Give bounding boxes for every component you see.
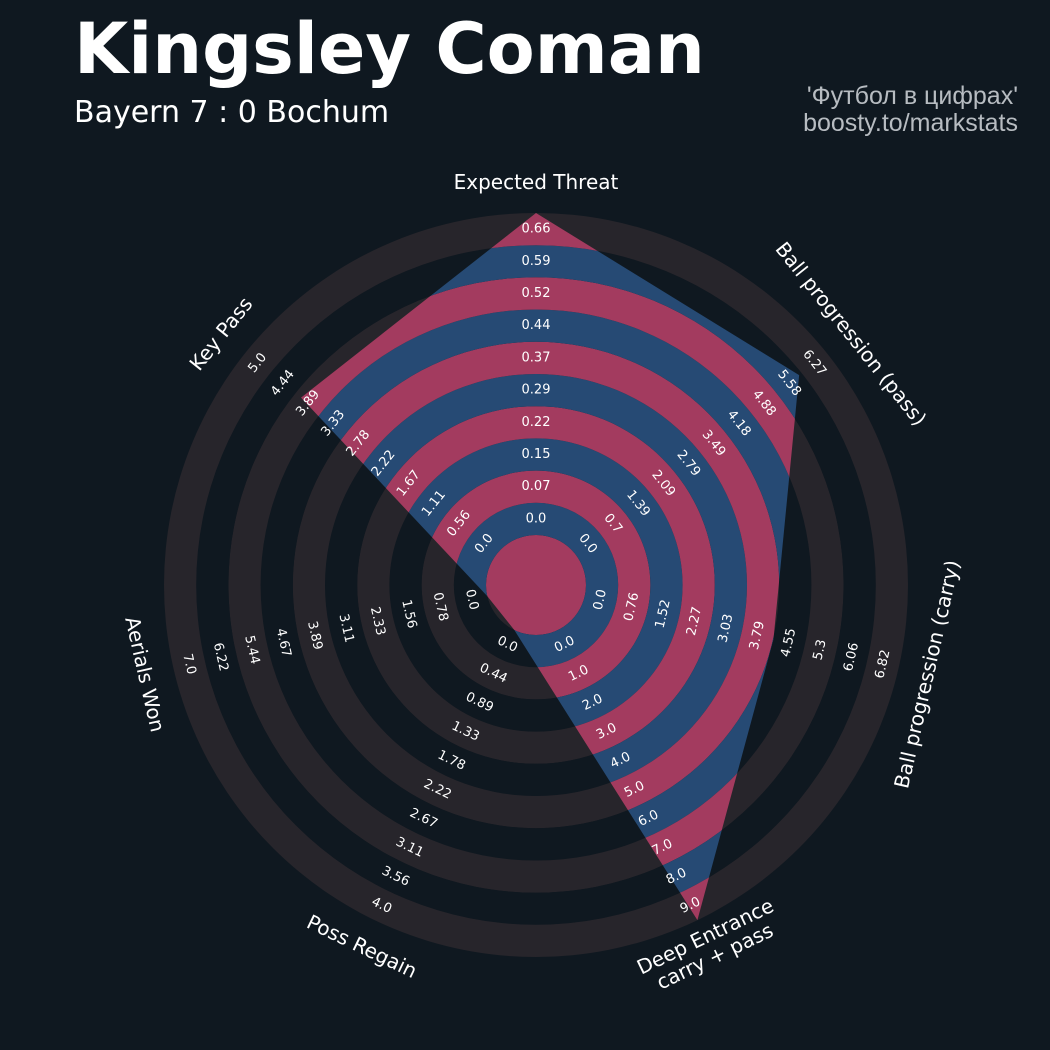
tick-label-axis5-0: 0.0 [462, 588, 481, 612]
tick-label-axis2-8: 6.06 [841, 641, 862, 673]
chart-title: Kingsley Coman [74, 8, 705, 90]
tick-label-axis2-4: 3.03 [715, 613, 736, 645]
tick-label-axis2-3: 2.27 [684, 605, 705, 637]
tick-label-axis2-2: 1.52 [653, 598, 674, 630]
tick-label-axis5-4: 3.11 [335, 613, 356, 645]
chart-subtitle: Bayern 7 : 0 Bochum [74, 95, 390, 130]
tick-label-axis0-0: 0.0 [526, 511, 547, 526]
tick-label-axis0-1: 0.07 [522, 479, 551, 494]
tick-label-axis0-3: 0.22 [522, 415, 551, 430]
tick-label-axis0-4: 0.29 [522, 383, 551, 398]
credit-line-2: boosty.to/markstats [803, 109, 1018, 137]
tick-label-axis2-9: 6.82 [872, 648, 893, 680]
axis-label-5: Aerials Won [120, 614, 170, 734]
tick-label-axis0-5: 0.37 [522, 350, 551, 365]
tick-label-axis2-6: 4.55 [778, 627, 799, 659]
tick-label-axis0-6: 0.44 [522, 318, 551, 333]
value-band-center [486, 535, 586, 635]
tick-label-axis5-6: 4.67 [273, 627, 294, 659]
tick-label-axis0-9: 0.66 [522, 222, 551, 237]
tick-label-axis0-2: 0.15 [522, 447, 551, 462]
tick-label-axis5-9: 7.0 [179, 652, 198, 676]
tick-label-axis5-5: 3.89 [304, 620, 325, 652]
tick-label-axis5-3: 2.33 [367, 605, 388, 637]
tick-label-axis5-8: 6.22 [210, 641, 231, 673]
tick-label-axis5-7: 5.44 [241, 634, 262, 666]
tick-label-axis2-1: 0.76 [621, 591, 642, 623]
axis-label-0: Expected Threat [454, 170, 619, 194]
tick-label-axis5-1: 0.78 [430, 591, 451, 623]
tick-label-axis0-7: 0.52 [522, 286, 551, 301]
credit-line-1: 'Футбол в цифрах' [806, 82, 1018, 110]
tick-label-axis0-8: 0.59 [522, 254, 551, 269]
tick-label-axis2-0: 0.0 [591, 588, 610, 612]
tick-label-axis5-2: 1.56 [398, 598, 419, 630]
tick-label-axis2-5: 3.79 [747, 620, 768, 652]
tick-label-axis2-7: 5.3 [811, 638, 830, 662]
